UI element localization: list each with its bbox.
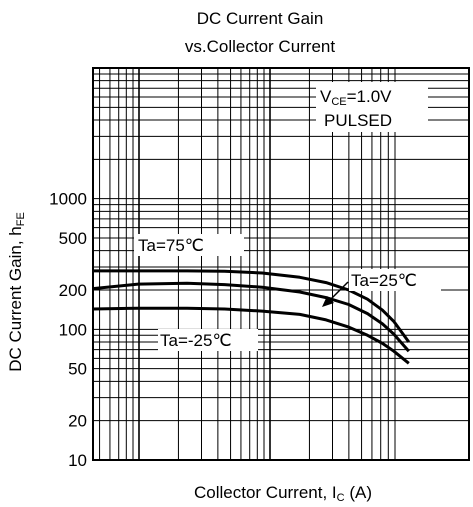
series-line-2 bbox=[92, 306, 410, 365]
y-tick-labels: 10 20 50 100 200 500 1000 bbox=[49, 190, 87, 470]
label-bg-ta-minus25 bbox=[158, 329, 258, 351]
ta25-label-arrowhead bbox=[322, 296, 334, 307]
y-tick-label: 1000 bbox=[49, 190, 87, 209]
plot-area-frame bbox=[92, 67, 470, 461]
x-axis-label: Collector Current, IC (A) bbox=[194, 483, 372, 504]
label-bg-ta25 bbox=[349, 269, 441, 291]
vce-condition-label: VCE=1.0V bbox=[320, 87, 392, 108]
series-label-ta-minus25: Ta=-25℃ bbox=[160, 331, 232, 350]
y-tick-label: 200 bbox=[59, 281, 87, 300]
y-tick-label: 10 bbox=[68, 451, 87, 470]
chart-title-line1: DC Current Gain bbox=[197, 9, 324, 28]
y-tick-label: 500 bbox=[59, 229, 87, 248]
x-axis-label-sub: C bbox=[337, 492, 345, 504]
y-tick-label: 100 bbox=[59, 320, 87, 339]
chart-title-line2: vs.Collector Current bbox=[185, 37, 335, 56]
vce-prefix: V bbox=[320, 87, 332, 106]
x-axis-label-main: Collector Current, I bbox=[194, 483, 337, 502]
gain-curves bbox=[92, 269, 411, 365]
ta25-label-arrow-line bbox=[329, 281, 349, 301]
pulsed-mode-label: PULSED bbox=[324, 111, 392, 130]
y-axis-label-main: DC Current Gain, h bbox=[6, 226, 25, 372]
y-axis-label-sub: FE bbox=[15, 212, 27, 226]
y-tick-label: 20 bbox=[68, 412, 87, 431]
series-line-0 bbox=[93, 269, 411, 343]
x-axis-label-unit: (A) bbox=[345, 483, 372, 502]
series-label-ta75: Ta=75℃ bbox=[138, 236, 204, 255]
series-label-ta25: Ta=25℃ bbox=[351, 271, 417, 290]
vce-subscript: CE bbox=[331, 96, 346, 108]
condition-box-bg bbox=[316, 82, 428, 132]
chart-title: DC Current Gain vs.Collector Current bbox=[185, 9, 335, 56]
vce-value: =1.0V bbox=[347, 87, 393, 106]
y-axis-label: DC Current Gain, hFE bbox=[6, 212, 27, 372]
series-line-1 bbox=[92, 281, 410, 353]
y-tick-label: 50 bbox=[68, 360, 87, 379]
label-bg-ta75 bbox=[134, 234, 244, 256]
